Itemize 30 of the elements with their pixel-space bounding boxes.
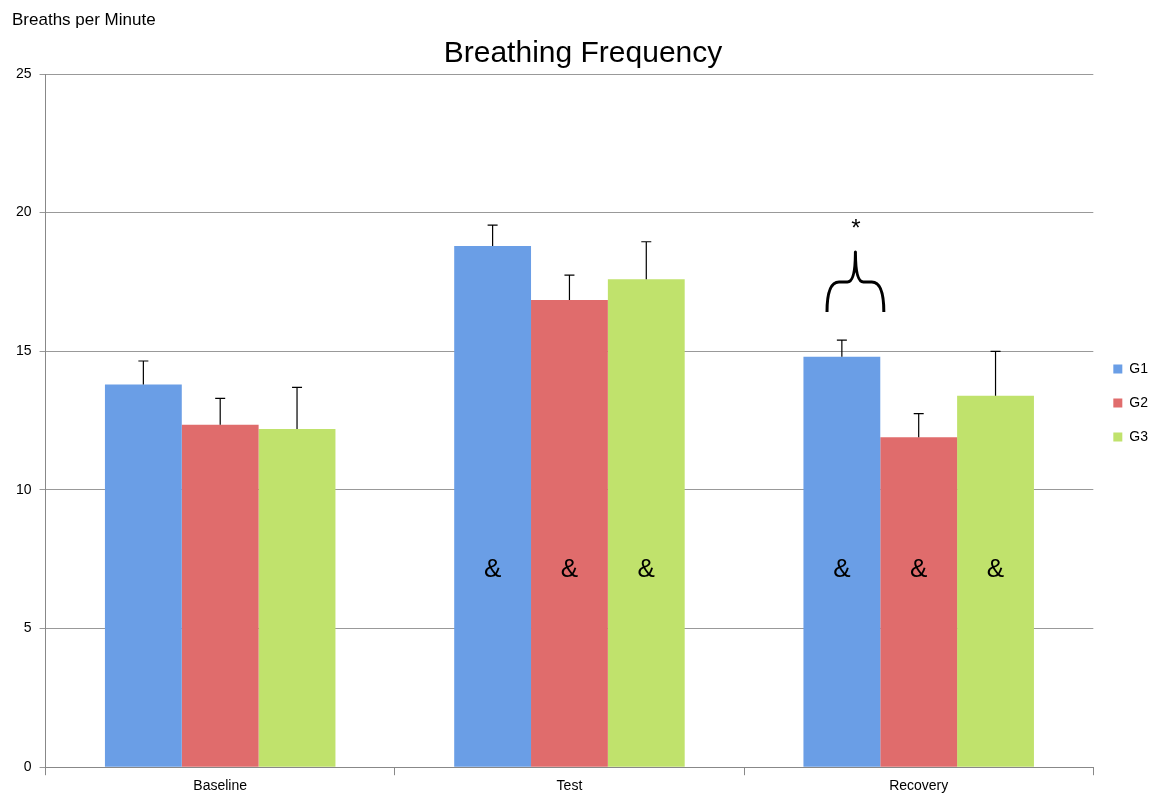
data-label: &: [483, 552, 502, 583]
legend-label: G3: [1129, 427, 1149, 444]
bar: [454, 245, 532, 767]
data-label: &: [910, 552, 928, 583]
chart-title: Breathing Frequency: [443, 35, 723, 69]
bar: [531, 299, 608, 767]
y-tick-label: 5: [23, 619, 32, 636]
bar: [104, 384, 182, 767]
data-label: &: [986, 552, 1005, 583]
legend-label: G1: [1129, 359, 1149, 376]
data-label: &: [833, 552, 851, 583]
bar: [181, 424, 259, 767]
bar: [880, 437, 958, 767]
annotation: *: [850, 214, 862, 243]
y-tick-label: 15: [15, 342, 32, 359]
data-label: &: [560, 552, 579, 583]
y-tick-label: 20: [15, 203, 32, 220]
bar: [957, 395, 1034, 767]
data-label: &: [637, 552, 655, 583]
bar: [803, 356, 881, 767]
x-tick-label: Recovery: [889, 777, 949, 794]
x-tick-label: Baseline: [193, 777, 248, 794]
y-tick-label: 25: [15, 64, 32, 81]
bar: [607, 279, 685, 767]
y-tick-label: 0: [23, 758, 32, 775]
bar: [258, 428, 336, 767]
legend-label: G2: [1129, 393, 1149, 410]
y-axis-title: Breaths per Minute: [12, 10, 156, 30]
y-tick-label: 10: [15, 480, 32, 497]
x-tick-label: Test: [556, 777, 583, 794]
